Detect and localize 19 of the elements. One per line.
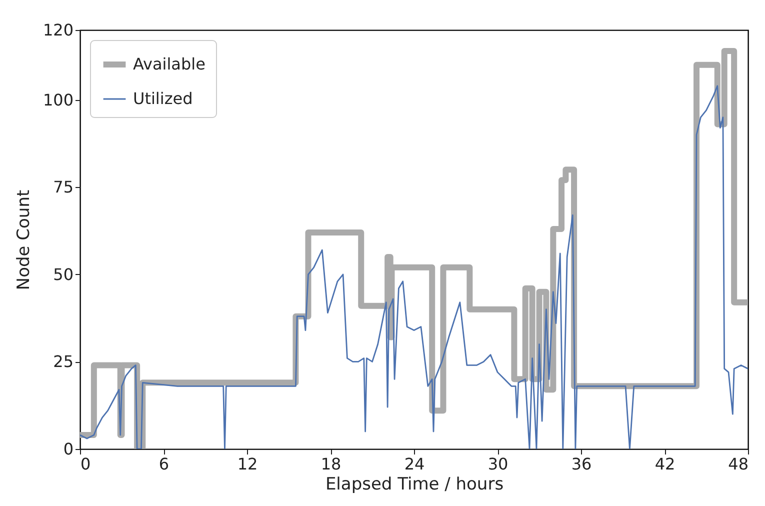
legend-label: Utilized	[133, 89, 193, 108]
x-tick-label: 12	[237, 454, 258, 474]
x-axis-title: Elapsed Time / hours	[325, 474, 504, 494]
y-tick-label: 100	[42, 90, 74, 110]
y-tick-label: 25	[53, 352, 74, 372]
x-tick-label: 42	[654, 454, 676, 474]
y-axis-title: Node Count	[14, 190, 34, 290]
y-tick-label: 0	[63, 440, 74, 458]
legend-label: Available	[133, 54, 206, 74]
y-tick-label: 75	[53, 178, 74, 197]
x-tick-label: 36	[571, 454, 592, 474]
y-tick-label: 50	[53, 264, 74, 284]
x-tick-label: 6	[158, 454, 170, 474]
x-tick-label: 48	[728, 454, 748, 474]
x-tick-label: 30	[488, 454, 508, 474]
y-tick-label: 120	[42, 20, 74, 40]
x-tick-label: 18	[320, 454, 342, 474]
x-tick-label: 24	[404, 454, 425, 474]
x-tick-label: 0	[80, 454, 91, 474]
